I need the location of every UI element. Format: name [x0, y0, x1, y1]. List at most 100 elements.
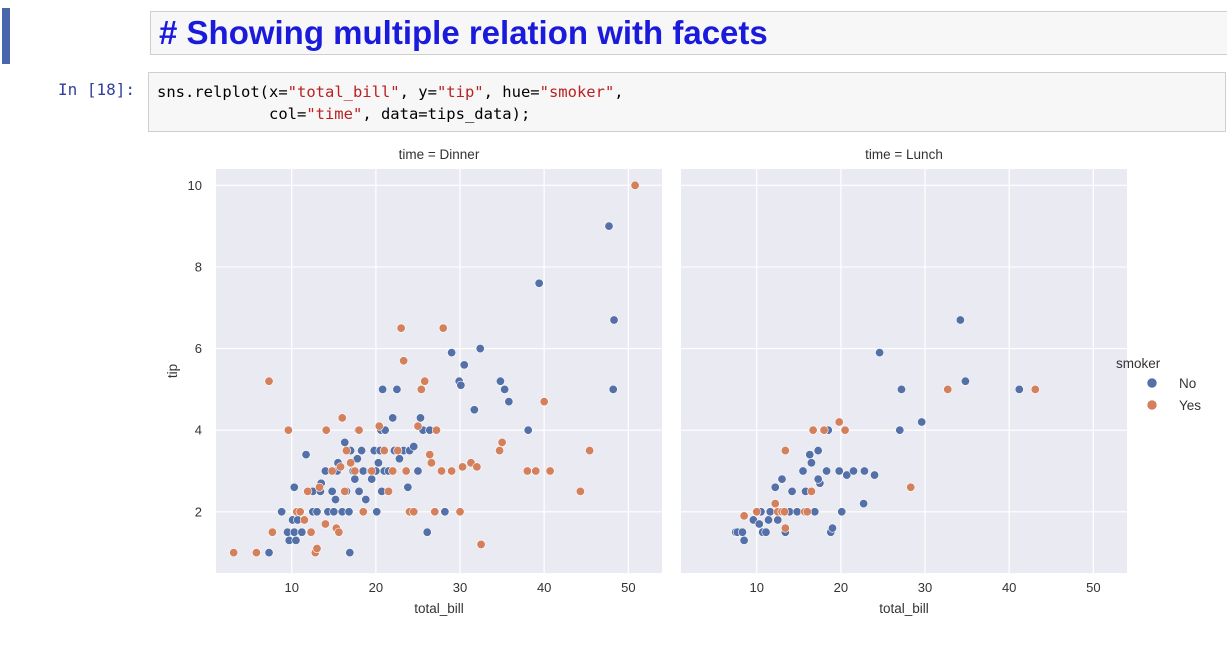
data-point-no [361, 495, 371, 505]
data-point-no [523, 425, 533, 435]
data-point-yes [299, 515, 309, 525]
x-tick-label: 20 [369, 580, 383, 595]
data-point-no [350, 474, 360, 484]
data-point-yes [808, 425, 818, 435]
data-point-no [842, 470, 852, 480]
data-point-no [810, 507, 820, 517]
data-point-no [394, 454, 404, 464]
facet-panel-background [681, 169, 1127, 573]
code-cell-input[interactable]: sns.relplot(x="total_bill", y="tip", hue… [148, 72, 1226, 132]
data-point-yes [229, 548, 239, 558]
data-point-no [297, 527, 307, 537]
code-token: , hue= [483, 83, 540, 101]
x-tick-label: 10 [750, 580, 764, 595]
data-point-no [459, 360, 469, 370]
data-point-no [859, 499, 869, 509]
data-point-yes [340, 486, 350, 496]
data-point-yes [303, 486, 313, 496]
data-point-no [827, 523, 837, 533]
x-axis-label: total_bill [414, 601, 464, 616]
code-text[interactable]: sns.relplot(x="total_bill", y="tip", hue… [157, 81, 624, 125]
data-point-no [608, 384, 618, 394]
markdown-heading: # Showing multiple relation with facets [159, 14, 768, 51]
data-point-no [917, 417, 927, 427]
data-point-yes [321, 425, 331, 435]
data-point-yes [840, 425, 850, 435]
data-point-no [367, 474, 377, 484]
data-point-no [344, 507, 354, 517]
data-point-no [870, 470, 880, 480]
data-point-no [834, 466, 844, 476]
data-point-yes [630, 180, 640, 190]
data-point-no [604, 221, 614, 231]
data-point-no [754, 519, 764, 529]
data-point-no [327, 486, 337, 496]
data-point-yes [295, 507, 305, 517]
data-point-no [403, 482, 413, 492]
data-point-no [264, 548, 274, 558]
data-point-yes [943, 384, 953, 394]
markdown-cell-box[interactable]: # Showing multiple relation with facets [150, 11, 1227, 55]
data-point-no [500, 384, 510, 394]
data-point-no [301, 450, 311, 460]
data-point-yes [413, 421, 423, 431]
x-tick-label: 40 [537, 580, 551, 595]
data-point-no [357, 446, 367, 456]
data-point-no [469, 405, 479, 415]
data-point-no [534, 278, 544, 288]
code-string: "time" [306, 105, 363, 123]
data-point-no [837, 507, 847, 517]
data-point-no [340, 437, 350, 447]
legend-marker [1146, 399, 1158, 411]
data-point-no [859, 466, 869, 476]
data-point-no [413, 466, 423, 476]
data-point-yes [780, 446, 790, 456]
data-point-yes [739, 511, 749, 521]
data-point-yes [539, 397, 549, 407]
data-point-no [388, 413, 398, 423]
data-point-yes [393, 446, 403, 456]
data-point-no [792, 507, 802, 517]
data-point-yes [409, 507, 419, 517]
data-point-yes [336, 462, 346, 472]
data-point-no [440, 507, 450, 517]
data-point-no [329, 507, 339, 517]
data-point-no [787, 486, 797, 496]
data-point-yes [388, 466, 398, 476]
data-point-no [813, 446, 823, 456]
y-tick-label: 8 [195, 259, 202, 274]
data-point-yes [379, 446, 389, 456]
data-point-yes [447, 466, 457, 476]
x-tick-label: 20 [834, 580, 848, 595]
data-point-no [764, 515, 774, 525]
legend-label: Yes [1179, 398, 1201, 413]
data-point-yes [472, 462, 482, 472]
data-point-no [813, 474, 823, 484]
legend-label: No [1179, 376, 1196, 391]
data-point-no [806, 458, 816, 468]
data-point-yes [458, 462, 468, 472]
x-tick-label: 10 [285, 580, 299, 595]
markdown-cell[interactable]: # Showing multiple relation with facets [2, 8, 1227, 64]
code-string: "smoker" [539, 83, 615, 101]
data-point-no [504, 397, 514, 407]
data-point-no [777, 474, 787, 484]
data-point-no [277, 507, 287, 517]
facet-panel-background [216, 169, 662, 573]
data-point-no [378, 384, 388, 394]
data-point-yes [495, 446, 505, 456]
data-point-yes [425, 450, 435, 460]
code-token: , y= [399, 83, 437, 101]
y-tick-label: 4 [195, 423, 202, 438]
x-tick-label: 50 [621, 580, 635, 595]
data-point-yes [531, 466, 541, 476]
y-tick-label: 2 [195, 504, 202, 519]
data-point-no [354, 486, 364, 496]
relplot-output: 10 20 30 40 50 2 4 6 8 10 time = Dinner total_bill 1… [150, 138, 1220, 632]
data-point-no [960, 376, 970, 386]
data-point-no [805, 450, 815, 460]
x-tick-label: 50 [1086, 580, 1100, 595]
data-point-yes [834, 417, 844, 427]
data-point-yes [267, 527, 277, 537]
data-point-no [422, 527, 432, 537]
